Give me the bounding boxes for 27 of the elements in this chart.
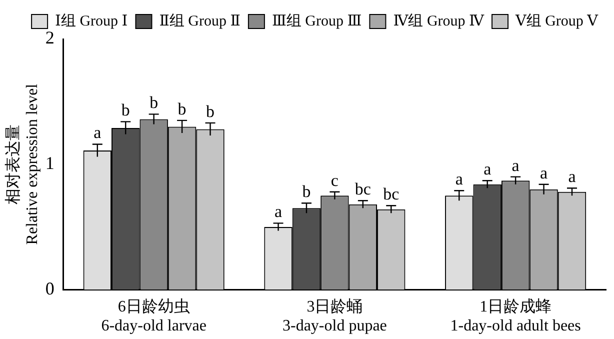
data-label: a <box>568 167 576 186</box>
data-label: b <box>206 102 215 121</box>
x-tick-label: 1日龄成蜂 1-day-old adult bees <box>450 297 581 335</box>
y-axis-title: 相对表达量 Relative expression level <box>4 83 42 245</box>
data-label: bc <box>383 184 400 204</box>
data-label: a <box>455 170 464 189</box>
data-label: b <box>178 99 186 118</box>
legend-label: Ⅲ组 Group Ⅲ <box>272 12 362 30</box>
legend-label: Ⅰ组 Group Ⅰ <box>55 12 128 30</box>
y-tick-label: 0 <box>45 278 54 298</box>
data-label: a <box>484 160 492 179</box>
data-label: b <box>302 182 311 202</box>
data-label: c <box>330 170 339 190</box>
data-label: a <box>274 202 282 222</box>
data-label: a <box>94 123 102 142</box>
data-label: b <box>121 100 130 120</box>
x-tick-label: 6日龄幼虫 6-day-old larvae <box>101 297 206 335</box>
legend-label: Ⅴ组 Group Ⅴ <box>514 12 600 30</box>
data-label: b <box>150 93 158 112</box>
x-tick-label: 3日龄蛹 3-day-old pupae <box>282 297 387 335</box>
data-label: bc <box>354 180 372 199</box>
data-label: a <box>512 156 520 175</box>
y-tick-label: 1 <box>45 153 54 174</box>
y-tick-label: 2 <box>45 28 54 48</box>
legend-label: Ⅳ组 Group Ⅳ <box>393 12 486 30</box>
legend-label: Ⅱ组 Group Ⅱ <box>159 12 240 30</box>
data-label: a <box>540 163 548 182</box>
